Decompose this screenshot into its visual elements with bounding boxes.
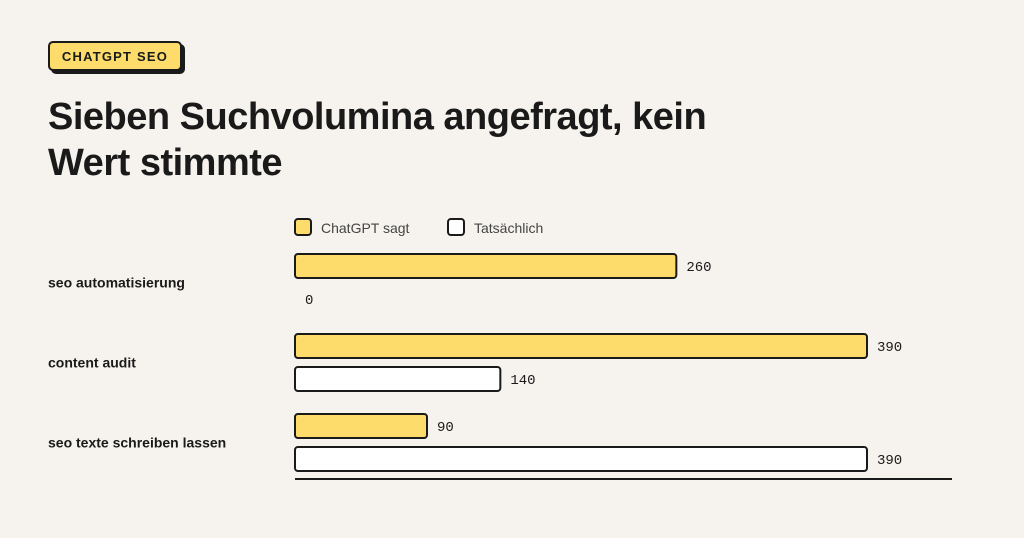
page-title: Sieben Suchvolumina angefragt, kein Wert… [48,96,707,184]
bar [294,446,868,472]
category-label: seo automatisierung [48,275,185,291]
bar [294,413,428,439]
bar-value-label: 0 [305,293,313,309]
legend-swatch-0 [294,218,312,236]
bar [294,366,502,392]
legend-label-0: ChatGPT sagt [321,220,410,236]
bar [294,333,868,359]
bar-value-label: 260 [686,260,711,276]
bar-value-label: 390 [877,453,902,469]
bar-value-label: 390 [877,340,902,356]
category-label: seo texte schreiben lassen [48,435,226,451]
bar [294,253,678,279]
legend-swatch-1 [447,218,465,236]
bar-value-label: 140 [510,373,535,389]
bar-value-label: 90 [437,420,454,436]
category-label: content audit [48,355,136,371]
category-badge: CHATGPT SEO [48,41,182,71]
legend-label-1: Tatsächlich [474,220,543,236]
